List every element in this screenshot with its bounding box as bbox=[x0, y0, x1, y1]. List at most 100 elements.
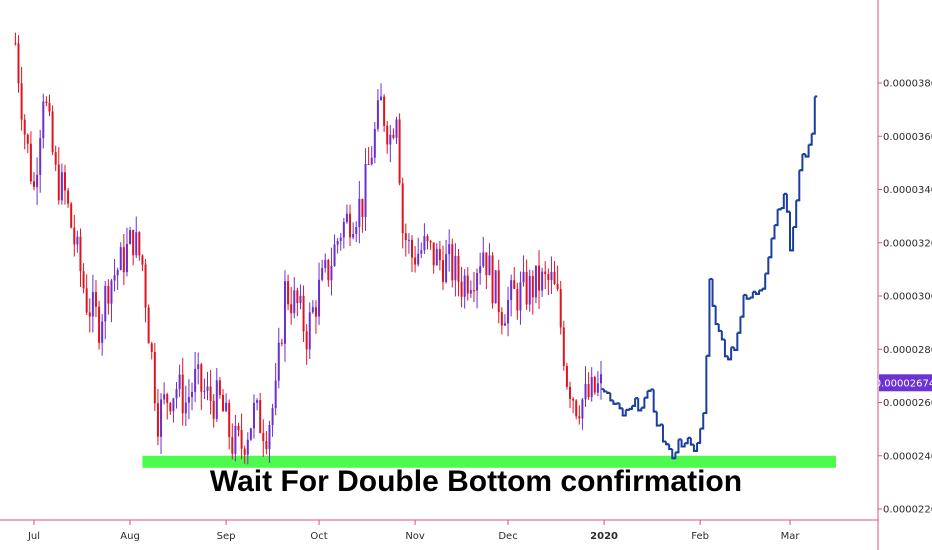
candle-body bbox=[150, 343, 153, 352]
candle bbox=[510, 274, 513, 317]
candle bbox=[17, 35, 20, 93]
candle bbox=[144, 259, 147, 323]
candle-body bbox=[432, 242, 435, 266]
candle bbox=[547, 268, 550, 296]
candle bbox=[243, 445, 246, 464]
candle-body bbox=[153, 351, 156, 404]
candle bbox=[454, 243, 457, 297]
candle-body bbox=[513, 280, 516, 289]
candle-body bbox=[166, 394, 169, 404]
candle-body bbox=[451, 244, 454, 281]
candle bbox=[435, 243, 438, 266]
candle bbox=[79, 228, 82, 287]
candle-body bbox=[138, 232, 141, 256]
candle-body bbox=[590, 377, 593, 398]
candle-body bbox=[494, 270, 497, 304]
candle bbox=[314, 300, 317, 334]
candle-body bbox=[256, 400, 259, 403]
candle-body bbox=[544, 271, 547, 275]
candle bbox=[519, 271, 522, 325]
current-price-tag: 0.00002674 bbox=[875, 374, 932, 392]
candle bbox=[246, 432, 249, 465]
candle bbox=[225, 393, 228, 412]
candle bbox=[342, 218, 345, 249]
candle bbox=[271, 403, 274, 437]
candle bbox=[57, 147, 60, 205]
candle bbox=[361, 198, 364, 233]
candle-body bbox=[411, 239, 413, 258]
candle-body bbox=[488, 255, 491, 276]
candle-body bbox=[135, 232, 138, 256]
candle bbox=[150, 341, 153, 360]
candle-body bbox=[79, 236, 82, 272]
candle-body bbox=[472, 290, 475, 292]
candle bbox=[237, 422, 240, 437]
candle-body bbox=[538, 265, 541, 291]
candle-body bbox=[569, 386, 572, 399]
candle bbox=[76, 230, 79, 253]
y-tick-label: 0.00003000 bbox=[883, 292, 932, 303]
candle bbox=[500, 307, 503, 335]
candle-body bbox=[132, 229, 135, 256]
candle bbox=[256, 398, 259, 411]
candle-body bbox=[184, 402, 187, 414]
candle bbox=[293, 277, 296, 319]
candle-body bbox=[70, 203, 73, 228]
candle-body bbox=[277, 342, 280, 381]
candle bbox=[479, 252, 482, 285]
candle-body bbox=[438, 249, 441, 261]
candle bbox=[438, 240, 441, 271]
candle bbox=[414, 246, 417, 273]
candle-body bbox=[522, 272, 525, 283]
candle-body bbox=[435, 249, 438, 266]
candle-body bbox=[169, 403, 172, 412]
candle-body bbox=[222, 394, 224, 412]
candle bbox=[187, 379, 190, 420]
candle-body bbox=[246, 439, 249, 455]
y-tick-label: 0.00003200 bbox=[883, 238, 932, 249]
candle bbox=[23, 114, 26, 150]
candle bbox=[228, 399, 231, 450]
candle bbox=[593, 375, 596, 395]
candle-body bbox=[206, 386, 209, 391]
candle-body bbox=[240, 430, 243, 449]
candle bbox=[113, 258, 116, 292]
candle bbox=[600, 360, 602, 400]
candle bbox=[392, 128, 395, 140]
candle-body bbox=[485, 252, 488, 276]
candle bbox=[544, 261, 547, 290]
candle-body bbox=[593, 377, 596, 393]
candle bbox=[469, 280, 472, 298]
candle-body bbox=[525, 272, 528, 305]
candle-body bbox=[380, 96, 383, 101]
candle-body bbox=[349, 213, 352, 238]
candle bbox=[184, 385, 187, 426]
candle-body bbox=[141, 255, 144, 265]
candle-body bbox=[54, 152, 57, 165]
candle-body bbox=[98, 306, 101, 343]
candle bbox=[122, 233, 125, 286]
candle bbox=[36, 157, 39, 206]
candle-body bbox=[101, 321, 104, 343]
candle bbox=[110, 278, 113, 323]
candle-body bbox=[234, 425, 237, 454]
candle bbox=[441, 245, 444, 290]
candle-body bbox=[107, 285, 110, 304]
candle-body bbox=[497, 270, 500, 313]
candle bbox=[277, 327, 280, 389]
candle bbox=[191, 382, 194, 411]
candle bbox=[203, 378, 206, 400]
candle bbox=[339, 233, 342, 251]
x-tick-label: Feb bbox=[691, 531, 709, 542]
candle bbox=[302, 285, 305, 342]
candle-body bbox=[578, 416, 581, 419]
candle bbox=[311, 300, 314, 314]
candle bbox=[305, 324, 308, 365]
candle bbox=[411, 235, 413, 273]
candle bbox=[395, 116, 398, 144]
candle-body bbox=[129, 229, 132, 244]
candle-body bbox=[122, 247, 125, 273]
candle-body bbox=[280, 342, 283, 344]
candle-body bbox=[389, 134, 392, 145]
